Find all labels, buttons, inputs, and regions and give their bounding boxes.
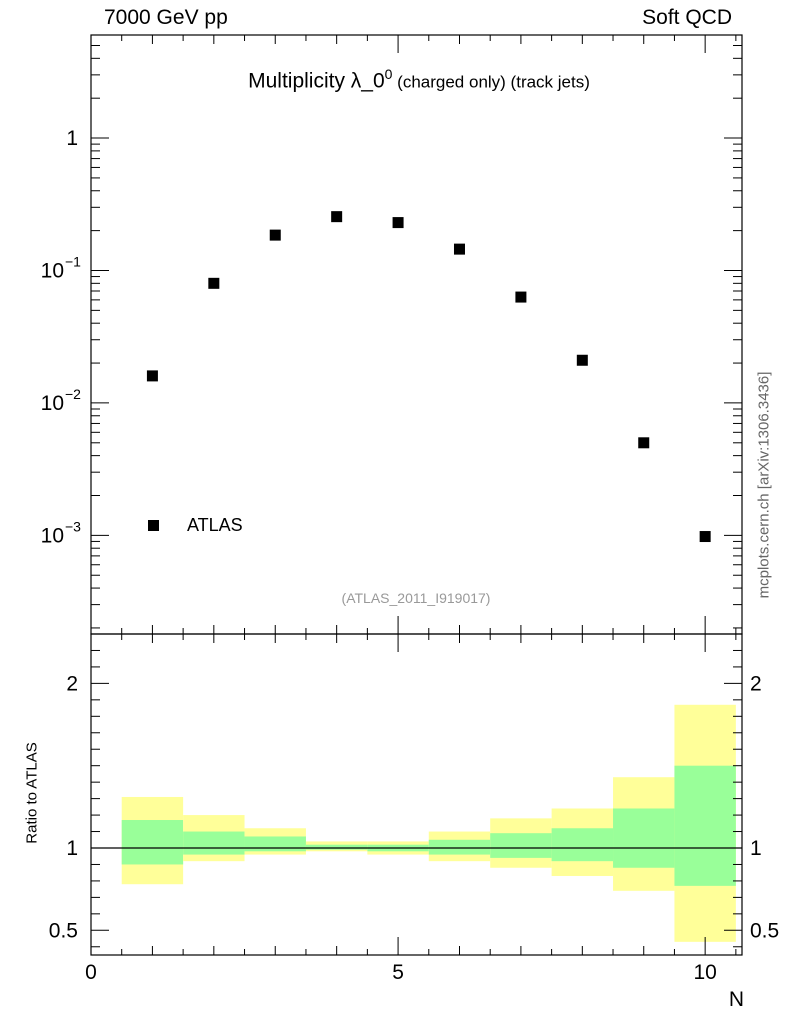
data-point-atlas xyxy=(699,531,711,543)
title-superscript: 0 xyxy=(384,66,393,82)
plot-title: Multiplicity λ_00 (charged only) (track … xyxy=(248,66,590,93)
data-point-atlas xyxy=(146,370,158,382)
data-point-atlas xyxy=(515,291,527,303)
ratio-band-inner xyxy=(428,839,491,855)
data-point-atlas xyxy=(269,229,281,241)
header-right: Soft QCD xyxy=(642,6,732,29)
legend-marker-atlas xyxy=(148,520,159,531)
x-axis-label: N xyxy=(728,988,744,1011)
data-point-atlas xyxy=(576,354,588,366)
side-label: mcplots.cern.ch [arXiv:1306.3436] xyxy=(755,371,773,599)
y-tick-label: 10 xyxy=(41,524,64,547)
ratio-band-inner xyxy=(121,820,184,865)
ratio-band-inner xyxy=(183,831,245,855)
ratio-band-inner xyxy=(674,765,736,886)
ratio-y-tick-label-right: 0.5 xyxy=(750,919,779,942)
y-tick-label: 1 xyxy=(66,127,78,150)
ratio-frame xyxy=(90,633,743,956)
ratio-band-inner xyxy=(551,828,614,862)
title-suffix: (charged only) (track jets) xyxy=(392,72,590,92)
y-tick-exponent: −2 xyxy=(65,386,81,402)
title-main: Multiplicity λ_0 xyxy=(248,69,385,93)
y-tick-exponent: −3 xyxy=(65,518,81,534)
main-frame xyxy=(90,34,743,635)
data-point-atlas xyxy=(208,277,220,289)
ratio-y-tick-label-left: 1 xyxy=(66,837,78,860)
main-panel: 10 −310 −210 −11 xyxy=(41,34,743,635)
y-tick-label: 10 xyxy=(41,259,64,282)
ratio-y-tick-label-left: 2 xyxy=(66,672,78,695)
ratio-y-tick-label-right: 2 xyxy=(750,672,762,695)
x-tick-label: 10 xyxy=(693,961,716,984)
data-point-atlas xyxy=(392,217,404,229)
legend-entry-atlas: ATLAS xyxy=(187,515,243,535)
ratio-band-inner xyxy=(244,836,306,852)
data-point-atlas xyxy=(453,243,465,255)
ratio-ylabel: Ratio to ATLAS xyxy=(23,742,41,844)
analysis-id: (ATLAS_2011_I919017) xyxy=(341,590,491,606)
ratio-y-tick-label-left: 0.5 xyxy=(49,919,78,942)
y-tick-label: 10 xyxy=(41,392,64,415)
ratio-band-inner xyxy=(490,833,552,858)
y-tick-exponent: −1 xyxy=(65,253,81,269)
ratio-band-inner xyxy=(305,844,368,850)
header-left: 7000 GeV pp xyxy=(104,6,228,29)
data-point-atlas xyxy=(638,437,650,449)
data-point-atlas xyxy=(331,211,343,223)
ratio-band-inner xyxy=(613,808,675,868)
ratio-panel: 0 5 10 0.5 0.5 1 1 2 2 xyxy=(49,633,779,984)
ratio-y-tick-label-right: 1 xyxy=(750,837,762,860)
x-tick-label: 0 xyxy=(85,961,97,984)
x-tick-label: 5 xyxy=(392,961,404,984)
